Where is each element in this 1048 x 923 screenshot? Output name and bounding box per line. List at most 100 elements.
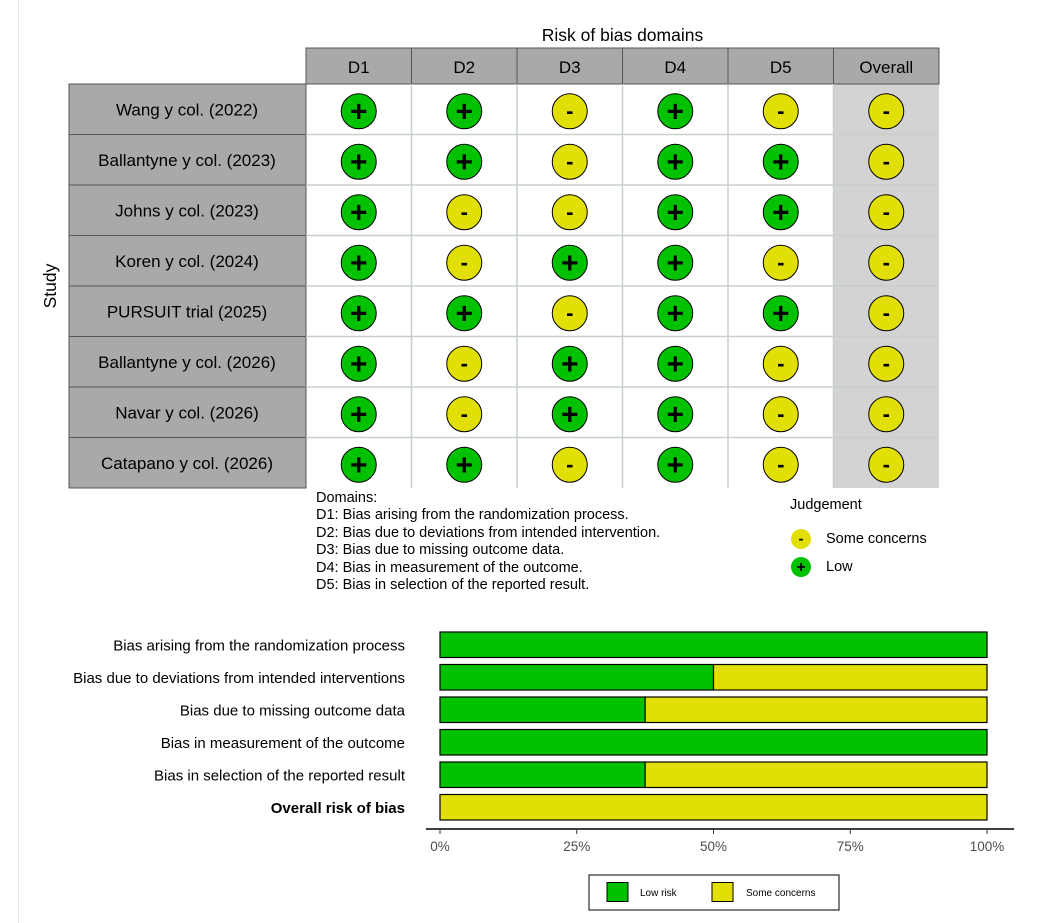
category-label: Bias in selection of the reported result xyxy=(154,767,406,784)
some-concerns-icon xyxy=(868,295,905,332)
study-label-cell xyxy=(68,184,307,236)
study-label: PURSUIT trial (2025) xyxy=(107,302,267,321)
low-risk-symbol: + xyxy=(666,95,684,128)
some-concerns-icon xyxy=(868,446,905,483)
some-concerns-symbol: - xyxy=(777,250,784,275)
low-risk-symbol: + xyxy=(350,398,368,431)
low-risk-symbol: + xyxy=(561,247,579,280)
column-header-label-d5: D5 xyxy=(770,58,792,77)
low-risk-symbol: + xyxy=(455,449,473,482)
low-risk-bar-segment xyxy=(439,631,988,659)
low-risk-icon xyxy=(446,446,483,483)
x-tick-label: 50% xyxy=(700,839,727,854)
some-concerns-icon xyxy=(868,345,905,382)
some-concerns-symbol: - xyxy=(566,452,573,477)
x-tick-label: 0% xyxy=(430,839,450,854)
study-label: Wang y col. (2022) xyxy=(116,100,258,119)
judgement-legend-some-concerns-label: Some concerns xyxy=(826,531,927,547)
study-label: Navar y col. (2026) xyxy=(115,403,259,422)
some-concerns-icon xyxy=(762,345,799,382)
column-header-label-d1: D1 xyxy=(348,58,370,77)
low-risk-symbol: + xyxy=(561,398,579,431)
low-risk-symbol: + xyxy=(666,348,684,381)
low-risk-icon xyxy=(340,93,377,130)
svg-text:+: + xyxy=(796,559,805,576)
some-concerns-symbol: - xyxy=(461,401,468,426)
low-risk-symbol: + xyxy=(772,196,790,229)
some-concerns-symbol: - xyxy=(777,98,784,123)
low-risk-symbol: + xyxy=(666,196,684,229)
some-concerns-icon xyxy=(762,396,799,433)
low-risk-symbol: + xyxy=(350,146,368,179)
low-risk-bar-segment xyxy=(439,728,988,756)
some-concerns-symbol: - xyxy=(883,199,890,224)
bar-legend-some-concerns-label: Some concerns xyxy=(746,888,815,899)
some-concerns-icon xyxy=(762,93,799,130)
domains-legend-item-d2: D2: Bias due to deviations from intended… xyxy=(316,524,661,541)
low-risk-symbol: + xyxy=(772,146,790,179)
category-label: Bias due to missing outcome data xyxy=(180,702,406,719)
traffic-light-plot: Risk of bias domains D1 D2 D3 D4 D5 Overall Wan… xyxy=(40,25,940,489)
some-concerns-bar-segment xyxy=(712,663,988,691)
some-concerns-symbol: - xyxy=(883,98,890,123)
domains-legend-item-d5: D5: Bias in selection of the reported re… xyxy=(316,577,590,594)
low-risk-icon xyxy=(340,396,377,433)
column-header-overall xyxy=(833,47,940,85)
category-label: Bias arising from the randomization proc… xyxy=(113,637,405,654)
domains-legend-heading: Domains: xyxy=(316,490,378,506)
category-label: Overall risk of bias xyxy=(271,800,405,817)
low-risk-symbol: + xyxy=(350,348,368,381)
column-header-label-d2: D2 xyxy=(453,58,475,77)
category-label: Bias in measurement of the outcome xyxy=(161,735,405,752)
low-risk-icon xyxy=(446,93,483,130)
category-label: Bias due to deviations from intended int… xyxy=(73,670,405,687)
low-risk-bar-segment xyxy=(439,663,715,691)
some-concerns-symbol: - xyxy=(461,250,468,275)
some-concerns-icon xyxy=(868,143,905,180)
some-concerns-icon xyxy=(868,396,905,433)
column-header-d5 xyxy=(727,47,834,85)
study-label: Koren y col. (2024) xyxy=(115,252,259,271)
low-risk-icon xyxy=(340,194,377,231)
low-risk-icon xyxy=(657,244,694,281)
low-risk-symbol: + xyxy=(666,247,684,280)
low-risk-icon xyxy=(762,143,799,180)
some-concerns-symbol: - xyxy=(566,149,573,174)
some-concerns-symbol: - xyxy=(883,250,890,275)
low-risk-symbol: + xyxy=(350,247,368,280)
some-concerns-icon xyxy=(551,446,588,483)
some-concerns-symbol: - xyxy=(883,401,890,426)
some-concerns-icon xyxy=(551,194,588,231)
some-concerns-icon xyxy=(446,194,483,231)
column-header-label-d4: D4 xyxy=(664,58,686,77)
domains-legend-item-d3: D3: Bias due to missing outcome data. xyxy=(316,542,565,559)
low-risk-icon xyxy=(657,396,694,433)
low-risk-symbol: + xyxy=(666,398,684,431)
x-tick-label: 25% xyxy=(563,839,590,854)
low-risk-symbol: + xyxy=(350,196,368,229)
low-risk-icon xyxy=(551,396,588,433)
bar-legend-low-label: Low risk xyxy=(640,888,678,899)
low-risk-icon xyxy=(657,143,694,180)
low-risk-symbol: + xyxy=(666,297,684,330)
some-concerns-symbol: - xyxy=(777,401,784,426)
low-risk-icon xyxy=(657,345,694,382)
low-risk-symbol: + xyxy=(350,297,368,330)
minus-circle-icon: - xyxy=(791,529,811,549)
judgement-legend-some-concerns: - Some concerns xyxy=(790,525,927,553)
plus-circle-icon: + xyxy=(791,557,811,577)
some-concerns-symbol: - xyxy=(883,300,890,325)
domains-legend-item-d4: D4: Bias in measurement of the outcome. xyxy=(316,559,583,576)
low-risk-icon xyxy=(762,194,799,231)
some-concerns-symbol: - xyxy=(566,300,573,325)
low-risk-icon xyxy=(551,244,588,281)
study-label-cell xyxy=(68,386,307,438)
some-concerns-icon xyxy=(446,244,483,281)
left-border xyxy=(18,0,19,923)
x-tick-label: 100% xyxy=(970,839,1005,854)
study-axis-label: Study xyxy=(40,263,60,308)
low-risk-symbol: + xyxy=(455,297,473,330)
study-label: Catapano y col. (2026) xyxy=(101,454,273,473)
some-concerns-symbol: - xyxy=(777,351,784,376)
some-concerns-icon xyxy=(446,345,483,382)
